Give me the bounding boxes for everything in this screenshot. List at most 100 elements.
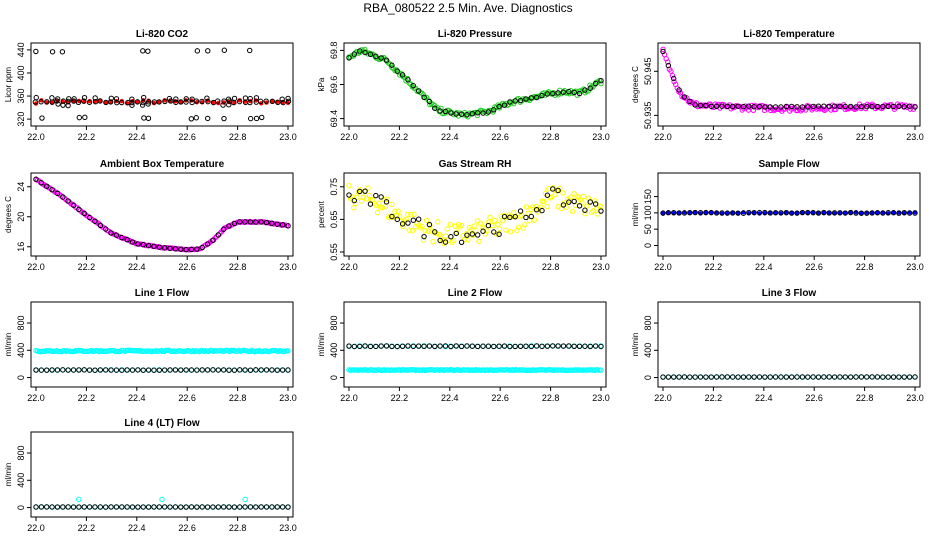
data-point [560,202,567,208]
data-point [778,104,784,110]
data-point [274,367,280,373]
data-point [367,51,374,58]
x-tick-label: 23.0 [906,132,924,142]
data-point [49,95,55,101]
data-point [97,98,103,104]
data-point [220,504,227,510]
data-point [501,102,508,108]
data-point [119,98,124,104]
data-point [875,210,880,215]
data-point [253,367,259,373]
data-point [263,504,270,510]
data-point [901,103,907,110]
data-point [44,183,50,189]
data-point [507,228,514,235]
data-point [816,210,821,216]
data-point [173,99,179,106]
data-point [39,115,45,121]
data-point [113,96,120,102]
data-point [906,210,913,216]
data-point [119,234,125,241]
data-point [485,109,492,115]
y-tick-label: 800 [16,316,26,331]
data-point [437,108,443,114]
data-point [555,187,561,194]
data-point [453,343,459,349]
data-point [421,343,427,350]
data-point [280,99,286,106]
data-point [193,98,200,104]
data-point [671,209,677,216]
series-raw [346,183,604,246]
data-point [75,99,82,106]
x-tick-label: 22.4 [128,132,146,142]
data-point [231,504,238,510]
data-point [444,226,450,232]
data-point [869,374,875,380]
y-tick-label: 800 [643,316,653,331]
data-point [853,210,859,216]
y-tick-label: 400 [16,65,26,80]
data-point [80,98,87,104]
data-point [86,504,93,510]
data-point [383,343,390,349]
data-point [145,48,151,54]
data-point [86,214,93,221]
data-point [162,98,168,105]
data-point [285,223,291,229]
data-point [843,210,848,216]
data-point [416,88,422,94]
data-point [566,199,572,205]
y-tick-label: 0.65 [329,211,339,229]
data-point [571,89,577,96]
data-point [703,102,709,109]
data-point [247,95,253,102]
data-point [437,343,443,349]
data-point [166,95,173,102]
data-point [394,343,400,350]
data-point [257,98,264,105]
data-point [523,343,529,349]
data-point [713,374,720,380]
x-tick-label: 22.0 [27,132,45,142]
x-tick-label: 22.0 [340,262,358,272]
data-point [906,374,913,380]
data-point [665,62,672,69]
data-point [66,96,72,102]
data-point [432,105,438,111]
data-point [522,221,528,228]
x-tick-label: 22.4 [755,262,773,272]
x-tick-label: 22.8 [542,262,560,272]
data-point [226,504,232,510]
data-point [906,103,913,109]
data-point [107,99,114,105]
data-point [399,72,406,78]
x-tick-label: 22.6 [178,393,196,403]
data-point [119,504,125,510]
data-point [469,111,476,117]
data-point [598,343,604,350]
data-point [909,103,915,109]
data-point [665,210,672,216]
data-point [485,222,492,229]
data-point [907,106,913,112]
data-point [410,343,417,350]
data-point [530,204,536,210]
data-point [810,374,816,380]
y-axis-label: ml/min [631,333,640,357]
y-tick-label: 69.8 [329,42,339,60]
data-point [596,367,603,373]
data-point [464,111,470,118]
data-point [389,213,395,220]
data-point [237,367,243,373]
data-point [178,246,184,252]
plot-frame [657,172,921,257]
data-point [773,210,778,215]
data-point [392,208,398,215]
series-average [33,367,291,373]
data-point [135,504,141,510]
series-raw [660,210,918,216]
data-point [598,367,604,373]
x-tick-label: 23.0 [279,262,297,272]
y-tick-label: 50 [643,224,653,234]
